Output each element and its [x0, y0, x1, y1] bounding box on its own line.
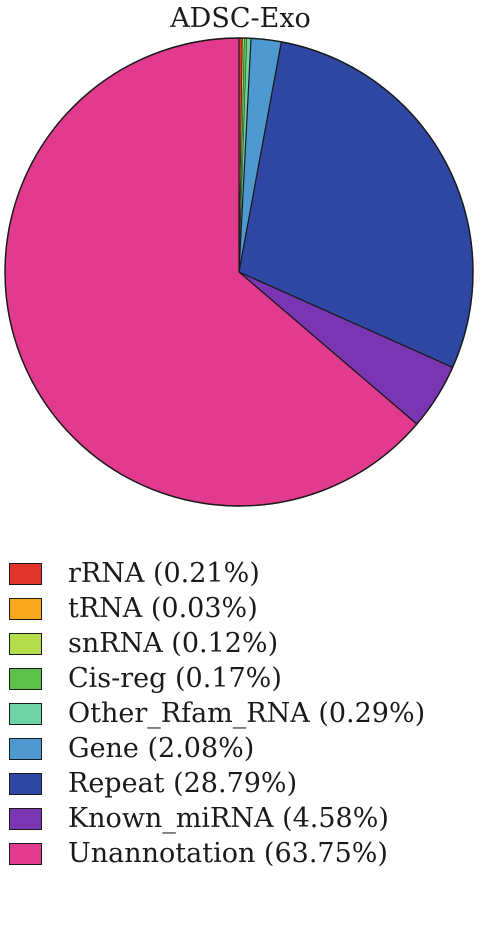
legend-label: Known_miRNA (4.58%)	[68, 803, 389, 835]
legend-label: Unannotation (63.75%)	[68, 838, 388, 870]
legend-swatch	[9, 738, 42, 761]
legend-item-unannotation: Unannotation (63.75%)	[9, 837, 425, 872]
legend-item-repeat: Repeat (28.79%)	[9, 767, 425, 802]
legend-item-other-rfam-rna: Other_Rfam_RNA (0.29%)	[9, 696, 425, 731]
legend: rRNA (0.21%) tRNA (0.03%) snRNA (0.12%) Cis…	[9, 556, 425, 872]
legend-label: Cis-reg (0.17%)	[68, 662, 282, 694]
legend-item-gene: Gene (2.08%)	[9, 731, 425, 766]
legend-swatch	[9, 667, 42, 690]
legend-label: rRNA (0.21%)	[68, 557, 260, 589]
legend-swatch	[9, 843, 42, 866]
legend-swatch	[9, 632, 42, 655]
legend-label: Other_Rfam_RNA (0.29%)	[68, 697, 426, 729]
pie-chart	[4, 37, 474, 507]
legend-swatch	[9, 702, 42, 725]
legend-swatch	[9, 808, 42, 831]
legend-item-cis-reg: Cis-reg (0.17%)	[9, 661, 425, 696]
legend-label: Repeat (28.79%)	[68, 768, 298, 800]
chart-title: ADSC-Exo	[170, 3, 311, 34]
legend-item-snrna: snRNA (0.12%)	[9, 626, 425, 661]
legend-item-trna: tRNA (0.03%)	[9, 591, 425, 626]
legend-item-known-mirna: Known_miRNA (4.58%)	[9, 802, 425, 837]
legend-swatch	[9, 597, 42, 620]
legend-swatch	[9, 773, 42, 796]
pie-outline	[4, 37, 474, 507]
legend-label: Gene (2.08%)	[68, 733, 255, 765]
legend-item-rrna: rRNA (0.21%)	[9, 556, 425, 591]
legend-label: tRNA (0.03%)	[68, 592, 258, 624]
legend-swatch	[9, 562, 42, 585]
legend-label: snRNA (0.12%)	[68, 627, 279, 659]
